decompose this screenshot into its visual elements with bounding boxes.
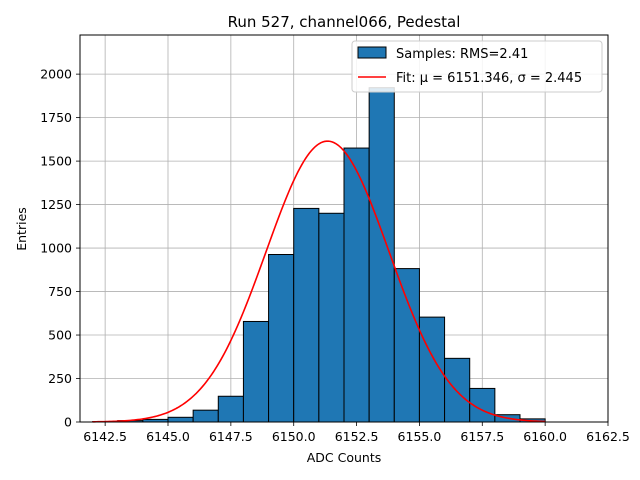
x-tick-label: 6145.0 <box>146 429 190 444</box>
y-tick-label: 1250 <box>40 197 72 212</box>
y-tick-label: 250 <box>48 371 72 386</box>
x-tick-label: 6152.5 <box>335 429 379 444</box>
x-axis-ticks: 6142.5 6145.0 6147.5 6150.0 6152.5 6155.0 6157… <box>83 422 630 444</box>
x-axis-label: ADC Counts <box>307 450 382 465</box>
y-tick-label: 0 <box>64 415 72 430</box>
x-tick-label: 6142.5 <box>83 429 127 444</box>
histogram-bar <box>393 268 420 423</box>
legend: Samples: RMS=2.41 Fit: μ = 6151.346, σ =… <box>351 40 603 93</box>
histogram-bars <box>92 87 546 423</box>
histogram-bar <box>167 416 194 423</box>
y-axis-label: Entries <box>14 207 29 251</box>
legend-label-fit: Fit: μ = 6151.346, σ = 2.445 <box>396 71 582 86</box>
histogram-bar <box>192 409 219 423</box>
legend-swatch-samples <box>357 46 387 59</box>
y-tick-label: 500 <box>48 328 72 343</box>
fit-curve <box>92 140 546 423</box>
x-tick-label: 6155.0 <box>398 429 442 444</box>
y-tick-label: 1500 <box>40 154 72 169</box>
chart-title: Run 527, channel066, Pedestal <box>228 13 461 31</box>
histogram-bar <box>343 147 370 423</box>
x-tick-label: 6162.5 <box>586 429 630 444</box>
legend-box <box>351 40 603 93</box>
histogram-bar <box>318 212 345 423</box>
histogram-bar <box>418 316 446 423</box>
x-tick-label: 6157.5 <box>460 429 504 444</box>
y-tick-label: 1000 <box>40 241 72 256</box>
histogram-bar <box>444 357 471 423</box>
histogram-bar <box>268 254 295 423</box>
y-axis-ticks: 0 250 500 750 1000 1250 1500 1750 2000 <box>40 67 80 430</box>
x-tick-label: 6150.0 <box>272 429 316 444</box>
x-tick-label: 6160.0 <box>523 429 567 444</box>
histogram-bar <box>242 320 270 423</box>
legend-label-samples: Samples: RMS=2.41 <box>396 47 528 62</box>
histogram-bar <box>217 395 244 423</box>
plot-frame <box>79 34 609 423</box>
fit-curve-group <box>92 140 546 423</box>
y-tick-label: 1750 <box>40 110 72 125</box>
x-tick-label: 6147.5 <box>209 429 253 444</box>
histogram-bar <box>293 207 320 423</box>
y-tick-label: 2000 <box>40 67 72 82</box>
y-tick-label: 750 <box>48 284 72 299</box>
